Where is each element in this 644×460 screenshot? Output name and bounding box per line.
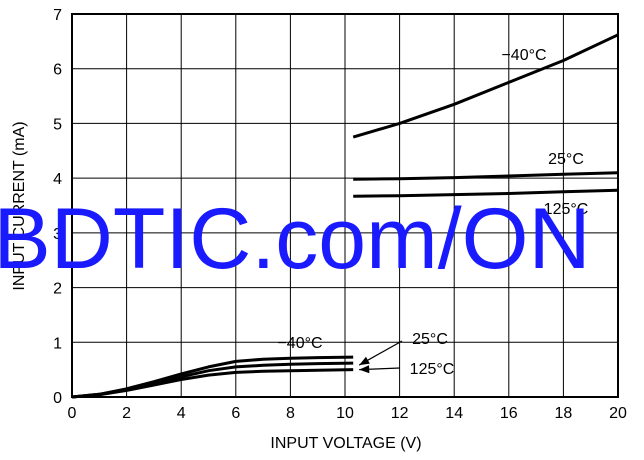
series-line-0 <box>352 33 619 139</box>
y-axis-label: INPUT CURRENT (mA) <box>11 121 28 290</box>
series-label-upper-125: 125°C <box>544 201 589 218</box>
watermark: BDTIC.com/ON <box>0 191 591 287</box>
series-line-1 <box>353 171 619 181</box>
y-tick-label: 4 <box>53 171 62 188</box>
series-label-upper-25: 25°C <box>548 151 584 168</box>
y-tick-labels: 0 1 2 3 4 5 6 7 <box>53 7 62 407</box>
y-tick-label: 3 <box>53 226 62 243</box>
x-tick-label: 6 <box>231 405 240 422</box>
x-tick-label: 10 <box>336 405 354 422</box>
series-label-lower-125: 125°C <box>410 361 455 378</box>
arrow-lower-25-head <box>359 356 370 366</box>
plot-frame <box>71 13 619 398</box>
series-line-2 <box>353 188 619 198</box>
x-tick-label: 2 <box>122 405 131 422</box>
x-tick-label: 0 <box>68 405 77 422</box>
y-tick-label: 6 <box>53 62 62 79</box>
x-tick-label: 18 <box>555 405 573 422</box>
x-tick-label: 20 <box>609 405 627 422</box>
y-tick-label: 7 <box>53 7 62 24</box>
arrow-lower-125-head <box>359 365 370 374</box>
x-tick-label: 16 <box>500 405 518 422</box>
x-tick-label: 14 <box>445 405 463 422</box>
series-label-upper-minus40: −40°C <box>501 47 546 64</box>
series-label-lower-minus40: −40°C <box>277 335 322 352</box>
series-lines <box>71 33 619 399</box>
x-tick-label: 12 <box>391 405 409 422</box>
series-label-lower-25: 25°C <box>412 331 448 348</box>
x-axis-label: INPUT VOLTAGE (V) <box>270 435 421 452</box>
y-tick-label: 5 <box>53 116 62 133</box>
x-tick-label: 4 <box>177 405 186 422</box>
y-tick-label: 0 <box>53 390 62 407</box>
y-tick-label: 1 <box>53 335 62 352</box>
x-tick-labels: 0 2 4 6 8 10 12 14 16 18 20 <box>68 405 627 422</box>
x-tick-label: 8 <box>286 405 295 422</box>
series-line-5 <box>71 368 354 399</box>
y-tick-label: 2 <box>53 281 62 298</box>
label-arrows <box>358 340 403 374</box>
